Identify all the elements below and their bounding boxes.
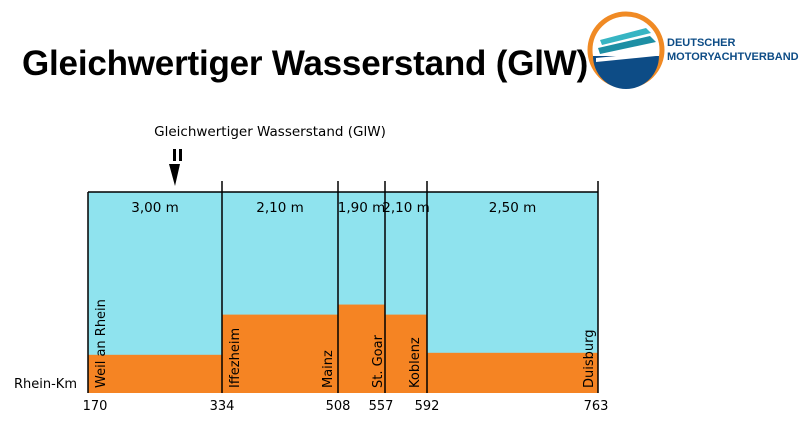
- place-label: St. Goar: [371, 334, 386, 388]
- section-depth-label: 2,10 m: [382, 200, 430, 216]
- indicator-arrow-stem-left: [173, 149, 176, 161]
- indicator-label: Gleichwertiger Wasserstand (GlW): [154, 124, 386, 140]
- km-mark: 170: [83, 399, 108, 414]
- riverbed-section: [385, 314, 427, 393]
- riverbed-section: [222, 314, 338, 393]
- place-label: Weil an Rhein: [94, 299, 109, 388]
- km-mark: 334: [210, 399, 235, 414]
- place-label: Iffezheim: [228, 328, 243, 388]
- page-title: Gleichwertiger Wasserstand (GlW): [22, 44, 589, 83]
- place-label: Duisburg: [582, 330, 597, 389]
- logo-text-line2: MOTORYACHTVERBAND: [667, 51, 799, 63]
- axis-label: Rhein-Km: [14, 377, 77, 392]
- section-depth-label: 1,90 m: [338, 200, 386, 216]
- place-label: Koblenz: [408, 337, 423, 388]
- riverbed-section: [427, 352, 598, 393]
- section-depth-label: 3,00 m: [131, 200, 179, 216]
- place-label: Mainz: [321, 350, 336, 388]
- km-mark: 763: [584, 399, 609, 414]
- km-mark: 557: [369, 399, 394, 414]
- logo-text-line1: DEUTSCHER: [667, 37, 736, 49]
- km-mark: 592: [415, 399, 440, 414]
- section-depth-label: 2,10 m: [256, 200, 304, 216]
- riverbed-section: [338, 304, 385, 393]
- km-mark: 508: [326, 399, 351, 414]
- section-depth-label: 2,50 m: [489, 200, 537, 216]
- dmyv-logo: [587, 11, 665, 89]
- riverbed-section: [88, 354, 222, 393]
- indicator-arrow-icon: [169, 164, 180, 186]
- indicator-arrow-stem-right: [179, 149, 182, 161]
